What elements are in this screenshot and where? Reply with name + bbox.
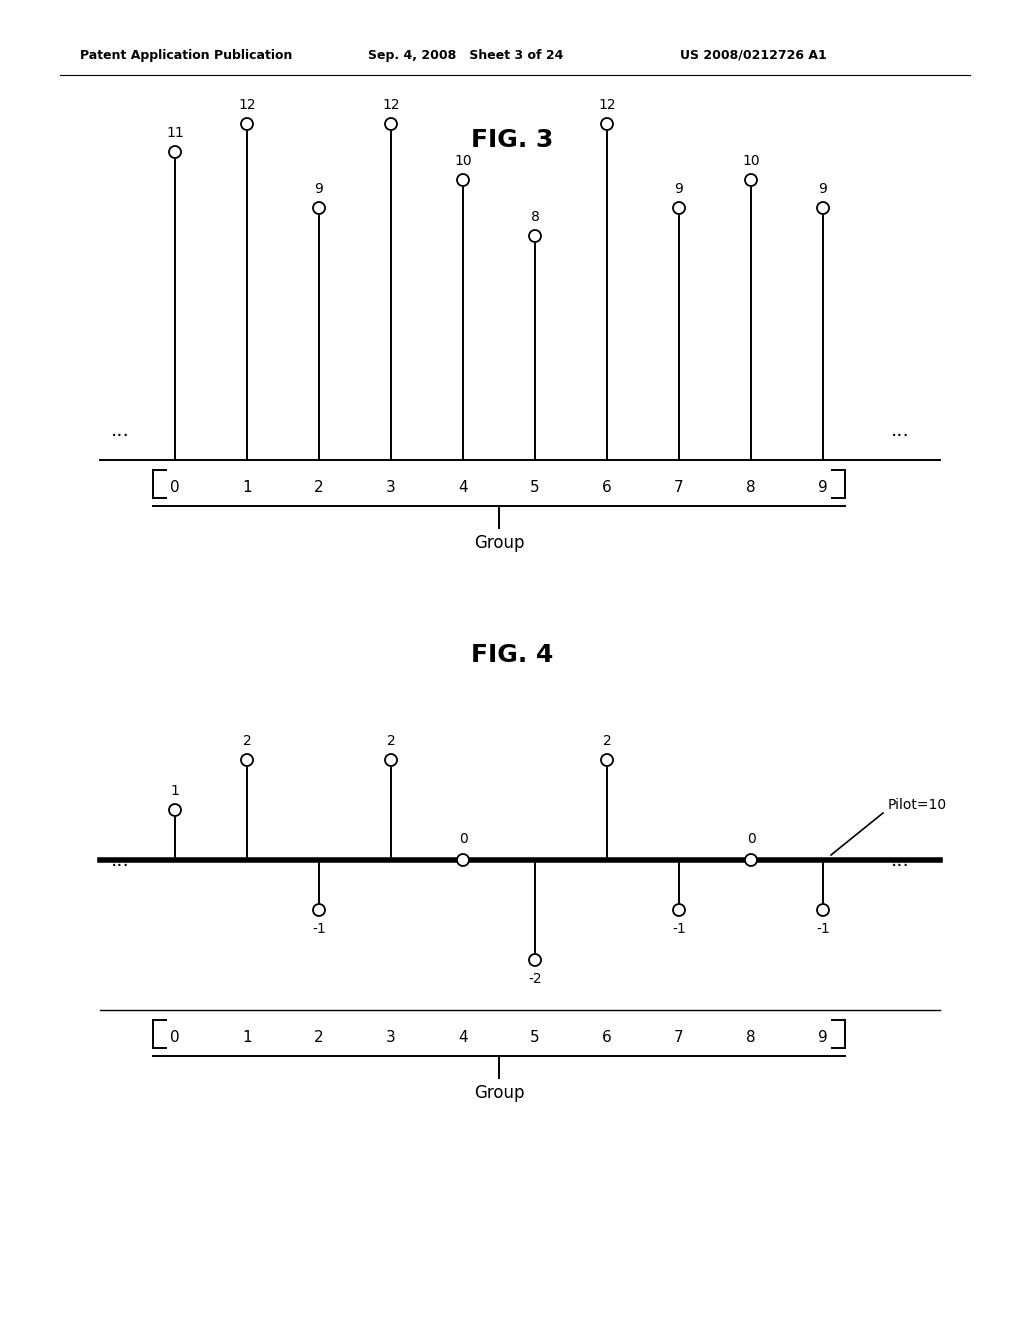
- Text: 8: 8: [746, 480, 756, 495]
- Text: 0: 0: [746, 832, 756, 846]
- Text: 6: 6: [602, 480, 612, 495]
- Text: 12: 12: [239, 98, 256, 112]
- Circle shape: [817, 904, 829, 916]
- Circle shape: [241, 754, 253, 766]
- Circle shape: [457, 854, 469, 866]
- Text: 7: 7: [674, 480, 684, 495]
- Text: ...: ...: [111, 850, 129, 870]
- Circle shape: [529, 230, 541, 242]
- Text: 9: 9: [818, 1030, 827, 1045]
- Text: FIG. 3: FIG. 3: [471, 128, 553, 152]
- Text: Group: Group: [474, 535, 524, 552]
- Circle shape: [745, 854, 757, 866]
- Text: -1: -1: [672, 921, 686, 936]
- Text: 1: 1: [243, 480, 252, 495]
- Text: 12: 12: [598, 98, 615, 112]
- Circle shape: [457, 174, 469, 186]
- Text: ...: ...: [891, 850, 909, 870]
- Text: 11: 11: [166, 125, 184, 140]
- Text: ...: ...: [891, 421, 909, 440]
- Text: 0: 0: [170, 480, 180, 495]
- Text: 1: 1: [243, 1030, 252, 1045]
- Text: ...: ...: [111, 421, 129, 440]
- Circle shape: [313, 904, 325, 916]
- Text: 2: 2: [314, 480, 324, 495]
- Text: 6: 6: [602, 1030, 612, 1045]
- Text: 5: 5: [530, 1030, 540, 1045]
- Circle shape: [169, 804, 181, 816]
- Text: 0: 0: [170, 1030, 180, 1045]
- Text: 10: 10: [742, 154, 760, 168]
- Text: 3: 3: [386, 480, 396, 495]
- Text: Patent Application Publication: Patent Application Publication: [80, 49, 293, 62]
- Text: 2: 2: [314, 1030, 324, 1045]
- Text: 0: 0: [459, 832, 467, 846]
- Text: Group: Group: [474, 1084, 524, 1102]
- Circle shape: [745, 174, 757, 186]
- Text: 5: 5: [530, 480, 540, 495]
- Text: US 2008/0212726 A1: US 2008/0212726 A1: [680, 49, 826, 62]
- Text: -2: -2: [528, 972, 542, 986]
- Text: 8: 8: [530, 210, 540, 224]
- Text: 9: 9: [818, 480, 827, 495]
- Circle shape: [313, 202, 325, 214]
- Circle shape: [385, 117, 397, 129]
- Circle shape: [673, 202, 685, 214]
- Circle shape: [601, 117, 613, 129]
- Text: 4: 4: [458, 1030, 468, 1045]
- Text: -1: -1: [312, 921, 326, 936]
- Circle shape: [169, 147, 181, 158]
- Text: 2: 2: [243, 734, 251, 748]
- Text: FIG. 4: FIG. 4: [471, 643, 553, 667]
- Text: 12: 12: [382, 98, 399, 112]
- Circle shape: [241, 117, 253, 129]
- Text: -1: -1: [816, 921, 829, 936]
- Circle shape: [385, 754, 397, 766]
- Text: 2: 2: [387, 734, 395, 748]
- Text: Pilot=10: Pilot=10: [888, 799, 947, 812]
- Text: 7: 7: [674, 1030, 684, 1045]
- Text: 10: 10: [455, 154, 472, 168]
- Circle shape: [529, 954, 541, 966]
- Text: 1: 1: [171, 784, 179, 799]
- Text: 8: 8: [746, 1030, 756, 1045]
- Circle shape: [817, 202, 829, 214]
- Circle shape: [601, 754, 613, 766]
- Circle shape: [673, 904, 685, 916]
- Text: 9: 9: [675, 182, 683, 195]
- Text: 9: 9: [314, 182, 324, 195]
- Text: 9: 9: [818, 182, 827, 195]
- Text: 4: 4: [458, 480, 468, 495]
- Text: 2: 2: [603, 734, 611, 748]
- Text: Sep. 4, 2008   Sheet 3 of 24: Sep. 4, 2008 Sheet 3 of 24: [368, 49, 563, 62]
- Text: 3: 3: [386, 1030, 396, 1045]
